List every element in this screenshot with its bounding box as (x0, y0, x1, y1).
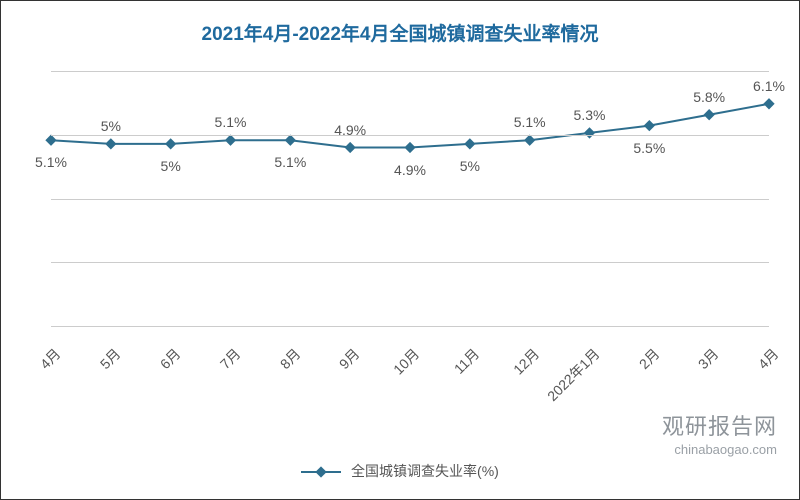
gridline (51, 71, 769, 72)
data-point-label: 5% (161, 158, 181, 174)
data-marker (644, 120, 655, 131)
legend: 全国城镇调查失业率(%) (1, 461, 799, 481)
x-axis-tick-label: 5月 (95, 344, 125, 374)
x-axis-tick-label: 8月 (275, 344, 305, 374)
x-axis-tick-label: 2022年1月 (542, 344, 603, 405)
x-axis-tick-label: 3月 (694, 344, 724, 374)
data-marker (524, 135, 535, 146)
data-marker (225, 135, 236, 146)
data-point-label: 5.3% (574, 107, 606, 123)
x-axis-tick-label: 12月 (509, 344, 544, 379)
watermark: 观研报告网 chinabaogao.com (662, 412, 777, 459)
legend-marker-icon (301, 471, 341, 473)
data-point-label: 4.9% (334, 122, 366, 138)
plot-area: 5.1%5%5%5.1%5.1%4.9%4.9%5%5.1%5.3%5.5%5.… (51, 71, 769, 326)
watermark-brand: 观研报告网 (662, 412, 777, 442)
data-point-label: 6.1% (753, 78, 785, 94)
gridline (51, 199, 769, 200)
chart-title: 2021年4月-2022年4月全国城镇调查失业率情况 (1, 1, 799, 46)
data-point-label: 5.5% (633, 140, 665, 156)
x-axis-tick-label: 10月 (389, 344, 424, 379)
data-marker (105, 138, 116, 149)
chart-container: 2021年4月-2022年4月全国城镇调查失业率情况 5.1% 5% 5% 5.1% 5… (0, 0, 800, 500)
x-axis-tick-label: 4月 (754, 344, 784, 374)
watermark-url: chinabaogao.com (662, 441, 777, 459)
data-marker (584, 127, 595, 138)
data-point-label: 5.8% (693, 89, 725, 105)
data-point-label: 5% (101, 118, 121, 134)
legend-series-label: 全国城镇调查失业率(%) (351, 463, 499, 479)
gridline (51, 326, 769, 327)
data-point-label: 5.1% (35, 154, 67, 170)
data-marker (704, 109, 715, 120)
data-marker (285, 135, 296, 146)
gridline (51, 135, 769, 136)
data-point-label: 5.1% (215, 114, 247, 130)
data-marker (165, 138, 176, 149)
x-axis-tick-label: 6月 (155, 344, 185, 374)
data-point-label: 5% (460, 158, 480, 174)
gridline (51, 262, 769, 263)
data-point-label: 5.1% (514, 114, 546, 130)
data-marker (464, 138, 475, 149)
x-axis-tick-label: 11月 (450, 344, 484, 378)
x-axis-tick-label: 9月 (335, 344, 365, 374)
data-point-label: 4.9% (394, 162, 426, 178)
data-marker (345, 142, 356, 153)
x-axis-tick-label: 2月 (634, 344, 664, 374)
x-axis-tick-label: 7月 (215, 344, 245, 374)
data-point-label: 5.1% (274, 154, 306, 170)
x-axis-tick-label: 4月 (36, 344, 66, 374)
data-marker (763, 98, 774, 109)
data-marker (45, 135, 56, 146)
data-marker (404, 142, 415, 153)
